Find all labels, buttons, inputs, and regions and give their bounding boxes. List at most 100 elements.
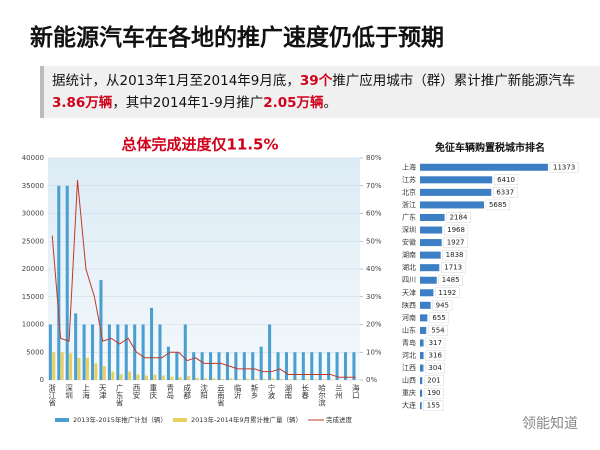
bar <box>94 363 98 380</box>
value-label: 316 <box>429 352 443 360</box>
y-tick-label: 湖南 <box>402 250 416 259</box>
bar <box>85 357 89 380</box>
y-tick-label: 大连 <box>402 401 416 410</box>
y2-tick-label: 60% <box>366 210 382 218</box>
bar <box>166 346 170 380</box>
y-tick-label: 重庆 <box>402 388 416 397</box>
bar <box>116 324 120 380</box>
value-label: 5685 <box>489 201 507 209</box>
summary: 据统计，从2013年1月至2014年9月底，39个推广应用城市（群）累计推广新能… <box>40 66 600 118</box>
highlight-text: 39个 <box>299 73 333 89</box>
x-tick-label: 湖南 <box>284 384 293 400</box>
summary-text: 。 <box>323 95 338 111</box>
x-tick-label: 新乡 <box>250 383 259 399</box>
bar <box>175 352 179 380</box>
legend-label: 2013年-2015年推广计划（辆） <box>73 415 167 424</box>
bar <box>251 352 255 380</box>
bar <box>200 352 204 380</box>
bar <box>77 357 81 380</box>
bar <box>209 352 213 380</box>
bar <box>420 352 424 360</box>
bar <box>268 324 272 380</box>
x-tick-label: 哈尔滨 <box>317 383 326 408</box>
bar <box>161 375 165 380</box>
y-tick-label: 35000 <box>22 182 44 190</box>
legend-swatch <box>55 418 69 422</box>
bar <box>141 324 145 380</box>
y2-tick-label: 0% <box>366 376 377 384</box>
y-tick-label: 四川 <box>402 276 416 284</box>
value-label-box <box>435 287 460 298</box>
value-label-box <box>446 212 471 223</box>
value-label-box <box>438 275 463 286</box>
y-tick-label: 湖北 <box>402 263 416 272</box>
highlight-text: 3.86万辆 <box>52 95 113 111</box>
x-tick-label: 重庆 <box>149 384 158 401</box>
bar <box>420 251 441 259</box>
x-tick-label: 深圳 <box>64 384 73 401</box>
bar <box>111 371 115 380</box>
bar <box>420 239 442 247</box>
x-tick-label: 沈阳 <box>199 383 208 401</box>
y-tick-label: 深圳 <box>402 225 416 234</box>
bar <box>420 402 422 410</box>
chart-title: 总体完成进度仅11.5% <box>121 136 278 154</box>
value-label-box <box>423 400 444 411</box>
bar <box>187 376 191 380</box>
bar <box>229 378 233 380</box>
x-tick-label: 天津 <box>98 384 107 401</box>
value-label: 1192 <box>438 289 456 297</box>
y-tick-label: 15000 <box>22 293 44 301</box>
line <box>51 180 356 378</box>
value-label: 201 <box>427 377 440 385</box>
value-label-box <box>425 337 446 349</box>
bar <box>74 313 78 380</box>
bar <box>220 378 224 380</box>
legend-label: 2013年-2014年9月累计推广量（辆） <box>191 415 302 424</box>
value-label: 1713 <box>444 264 462 272</box>
value-label: 1485 <box>442 276 460 284</box>
value-label: 655 <box>432 314 445 322</box>
watermark: 领能知道 <box>522 415 578 432</box>
bar <box>237 378 241 380</box>
bar <box>263 378 267 380</box>
bar <box>69 353 73 380</box>
value-label-box <box>441 262 466 273</box>
bar <box>192 352 196 380</box>
value-label: 190 <box>427 389 440 397</box>
bar <box>212 378 216 380</box>
y2-tick-label: 40% <box>366 265 382 273</box>
y-tick-label: 山西 <box>402 376 416 385</box>
bar <box>183 324 187 380</box>
y2-tick-label: 10% <box>366 348 382 356</box>
value-label-box <box>549 162 579 173</box>
bar <box>217 352 221 380</box>
y-tick-label: 浙江 <box>402 200 416 209</box>
value-label: 1968 <box>447 226 465 234</box>
y-tick-label: 广东 <box>402 212 416 221</box>
y-tick-label: 上海 <box>402 162 416 171</box>
y-tick-label: 5000 <box>26 348 44 356</box>
bar <box>420 364 424 372</box>
bar <box>178 377 182 380</box>
x-tick-label: 青岛 <box>166 383 175 401</box>
bar <box>296 379 300 380</box>
value-label-box <box>442 249 467 261</box>
bar <box>276 352 280 380</box>
bar <box>335 352 339 380</box>
bar <box>124 324 128 380</box>
summary-text: 据统计，从2013年1月至2014年9月底， <box>52 73 300 89</box>
x-tick-label: 长春 <box>300 383 309 400</box>
bar <box>225 352 229 380</box>
x-tick-label: 广东省 <box>115 383 124 407</box>
bar <box>259 346 263 380</box>
bar <box>327 352 331 380</box>
bar <box>420 276 437 284</box>
value-label: 2184 <box>450 213 468 221</box>
chart-title: 免征车辆购置税城市排名 <box>435 141 545 154</box>
value-label-box <box>428 325 448 336</box>
bar <box>246 378 250 380</box>
value-label-box <box>425 362 445 374</box>
bar <box>313 379 317 380</box>
bar <box>420 326 427 334</box>
